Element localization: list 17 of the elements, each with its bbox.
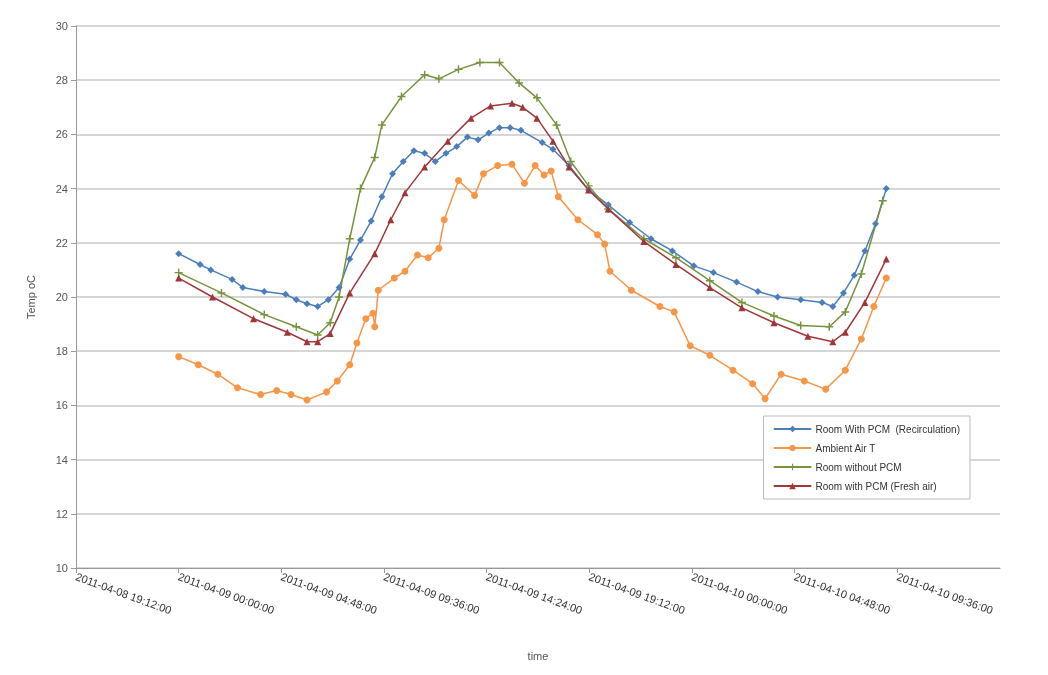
y-tick-label: 14 bbox=[55, 453, 68, 466]
y-tick-label: 28 bbox=[55, 74, 68, 87]
y-tick-label: 30 bbox=[55, 20, 68, 32]
y-tick-label: 26 bbox=[55, 128, 68, 141]
y-axis-title: Temp oC bbox=[24, 274, 37, 320]
y-tick-label: 16 bbox=[55, 399, 68, 412]
y-tick-label: 18 bbox=[55, 345, 68, 358]
y-tick-label: 22 bbox=[55, 236, 68, 249]
y-tick-label: 20 bbox=[55, 291, 68, 303]
y-tick-label: 24 bbox=[55, 182, 68, 195]
legend-label: Room with PCM (Fresh air) bbox=[815, 480, 937, 492]
legend-label: Room without PCM bbox=[815, 461, 902, 473]
y-tick-label: 12 bbox=[55, 507, 68, 520]
y-tick-label: 10 bbox=[55, 562, 68, 574]
legend-label: Ambient Air T bbox=[815, 442, 876, 454]
legend-label: Room With PCM (Recirculation) bbox=[815, 423, 961, 435]
x-axis-title: time bbox=[527, 649, 549, 662]
